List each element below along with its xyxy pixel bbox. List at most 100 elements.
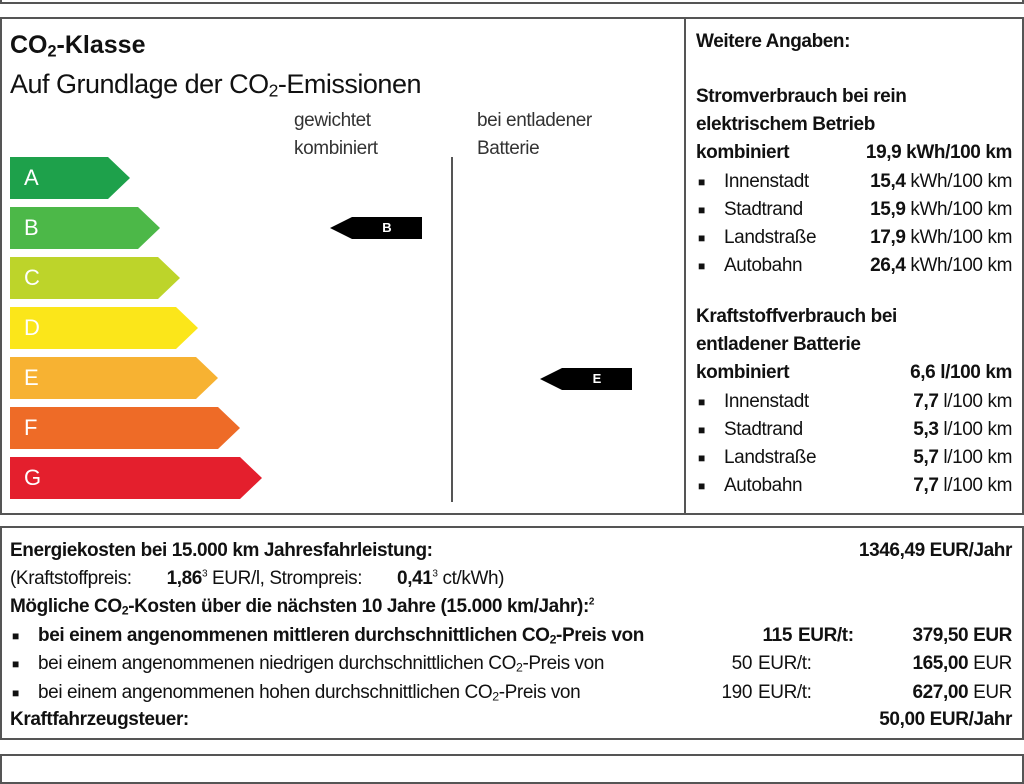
consumption-label: Innenstadt bbox=[724, 390, 809, 412]
bullet-icon: ■ bbox=[698, 394, 706, 409]
tax-value: 50,00 EUR/Jahr bbox=[879, 709, 1012, 730]
footnote: 3 bbox=[201, 568, 208, 580]
value: 379,50 bbox=[912, 625, 969, 646]
class-letter: C bbox=[24, 265, 40, 290]
class-bar-f: F bbox=[10, 407, 240, 449]
fuel-price-label: (Kraftstoffpreis: bbox=[10, 568, 132, 589]
consumption-value: 17,9 kWh/100 km bbox=[870, 227, 1012, 249]
text: -Preis von bbox=[522, 653, 604, 675]
unit: kWh/100 km bbox=[910, 227, 1012, 248]
unit: kWh/100 km bbox=[910, 170, 1012, 192]
class-bar-g: G bbox=[10, 457, 262, 499]
info-divider bbox=[684, 19, 686, 513]
text: -Preis von bbox=[556, 625, 644, 646]
scenario-text: bei einem angenommenen mittleren durchsc… bbox=[38, 625, 644, 647]
subtitle-text: -Emissionen bbox=[277, 69, 422, 99]
co2-price-unit: EUR/t: bbox=[758, 681, 812, 703]
subtitle-sub: 2 bbox=[268, 80, 279, 101]
consumption-value: 15,9 kWh/100 km bbox=[870, 199, 1012, 221]
co2-price-unit: EUR/t: bbox=[798, 625, 854, 646]
fuel-price-unit: EUR/l, Strompreis: bbox=[212, 568, 363, 589]
unit: EUR bbox=[973, 681, 1012, 703]
co2-price: 115 bbox=[762, 625, 793, 646]
class-bar-b: B bbox=[10, 207, 160, 249]
class-letter: E bbox=[24, 365, 39, 390]
heading-text: -Kosten über die nächsten 10 Jahre (15.0… bbox=[128, 596, 589, 617]
costs-box: Energiekosten bei 15.000 km Jahresfahrle… bbox=[0, 526, 1024, 740]
section-title: Kraftstoffverbrauch bei bbox=[696, 306, 897, 327]
column-header-discharged: bei entladener Batterie bbox=[477, 107, 592, 163]
consumption-value: 7,7 l/100 km bbox=[913, 391, 1012, 413]
value: 5,7 bbox=[913, 447, 939, 468]
combined-label: kombiniert bbox=[696, 362, 790, 384]
value: 7,7 bbox=[913, 390, 939, 412]
text: bei einem angenommenen niedrigen durchsc… bbox=[38, 653, 516, 675]
heading-sub: 2 bbox=[121, 603, 129, 618]
text: -Preis von bbox=[498, 681, 581, 703]
co2-subtitle: Auf Grundlage der CO2-Emissionen bbox=[10, 69, 421, 102]
consumption-label: Autobahn bbox=[724, 255, 803, 277]
power-price-unit: ct/kWh) bbox=[442, 568, 505, 589]
bullet-icon: ■ bbox=[698, 451, 706, 465]
class-letter: G bbox=[24, 465, 42, 490]
scenario-cost: 165,00 EUR bbox=[912, 653, 1012, 675]
class-letter: A bbox=[24, 165, 39, 190]
footnote-box bbox=[0, 754, 1024, 784]
scenario-cost: 379,50 EUR bbox=[912, 625, 1012, 647]
consumption-value: 7,7 l/100 km bbox=[913, 475, 1012, 497]
class-bar-a: A bbox=[10, 157, 130, 199]
class-bar-d: D bbox=[10, 307, 198, 349]
unit: kWh/100 km bbox=[910, 255, 1012, 277]
energy-cost-label: Energiekosten bei 15.000 km Jahresfahrle… bbox=[10, 540, 433, 561]
unit: l/100 km bbox=[943, 418, 1012, 440]
co2-price-unit: EUR/t: bbox=[758, 653, 812, 675]
heading-text: Mögliche CO bbox=[10, 596, 122, 617]
value: 7,7 bbox=[913, 475, 939, 497]
bullet-icon: ■ bbox=[12, 685, 20, 700]
consumption-value: 26,4 kWh/100 km bbox=[870, 255, 1012, 277]
unit: EUR bbox=[973, 625, 1012, 646]
unit: l/100 km bbox=[943, 475, 1012, 497]
class-letter: B bbox=[24, 215, 39, 240]
weighted-class-arrow: B bbox=[330, 217, 422, 239]
consumption-label: Stadtrand bbox=[724, 198, 803, 220]
bullet-icon: ■ bbox=[12, 629, 20, 643]
co2-label-box: CO2-Klasse Auf Grundlage der CO2-Emissio… bbox=[0, 17, 1024, 515]
bullet-icon: ■ bbox=[12, 657, 20, 672]
subtitle-text: Auf Grundlage der CO bbox=[10, 69, 269, 99]
consumption-label: Stadtrand bbox=[724, 418, 803, 440]
section-title: Stromverbrauch bei rein bbox=[696, 86, 907, 107]
section-title: entladener Batterie bbox=[696, 334, 861, 356]
value: 26,4 bbox=[870, 255, 906, 277]
combined-value: 6,6 l/100 km bbox=[910, 362, 1012, 384]
class-bar-c: C bbox=[10, 257, 180, 299]
unit: EUR bbox=[973, 653, 1012, 675]
header-line: bei entladener bbox=[477, 110, 592, 131]
consumption-value: 5,3 l/100 km bbox=[913, 419, 1012, 441]
combined-label: kombiniert bbox=[696, 142, 790, 164]
scenario-text: bei einem angenommenen hohen durchschnit… bbox=[38, 681, 581, 704]
scenario-cost: 627,00 EUR bbox=[912, 682, 1012, 704]
fuel-price: 1,86 bbox=[166, 568, 203, 589]
value: 17,9 bbox=[870, 227, 906, 248]
discharged-class-arrow: E bbox=[540, 368, 632, 390]
bullet-icon: ■ bbox=[698, 479, 706, 494]
sub: 2 bbox=[492, 689, 499, 704]
tax-label: Kraftfahrzeugsteuer: bbox=[10, 709, 189, 730]
consumption-value: 15,4 kWh/100 km bbox=[870, 171, 1012, 193]
class-letter: F bbox=[24, 415, 38, 440]
combined-value: 19,9 kWh/100 km bbox=[865, 142, 1012, 164]
value: 627,00 bbox=[912, 681, 969, 703]
top-box bbox=[0, 0, 1024, 4]
section-title: elektrischem Betrieb bbox=[696, 114, 875, 136]
consumption-value: 5,7 l/100 km bbox=[913, 447, 1012, 469]
scenario-text: bei einem angenommenen niedrigen durchsc… bbox=[38, 653, 604, 675]
value: 5,3 bbox=[913, 418, 939, 440]
co2-price: 190 bbox=[721, 681, 752, 703]
footnote: 3 bbox=[432, 568, 438, 580]
bullet-icon: ■ bbox=[698, 259, 706, 274]
bullet-icon: ■ bbox=[698, 202, 706, 217]
value: 15,9 bbox=[870, 198, 906, 220]
footnote: 2 bbox=[588, 596, 595, 608]
header-line: kombiniert bbox=[294, 138, 378, 159]
